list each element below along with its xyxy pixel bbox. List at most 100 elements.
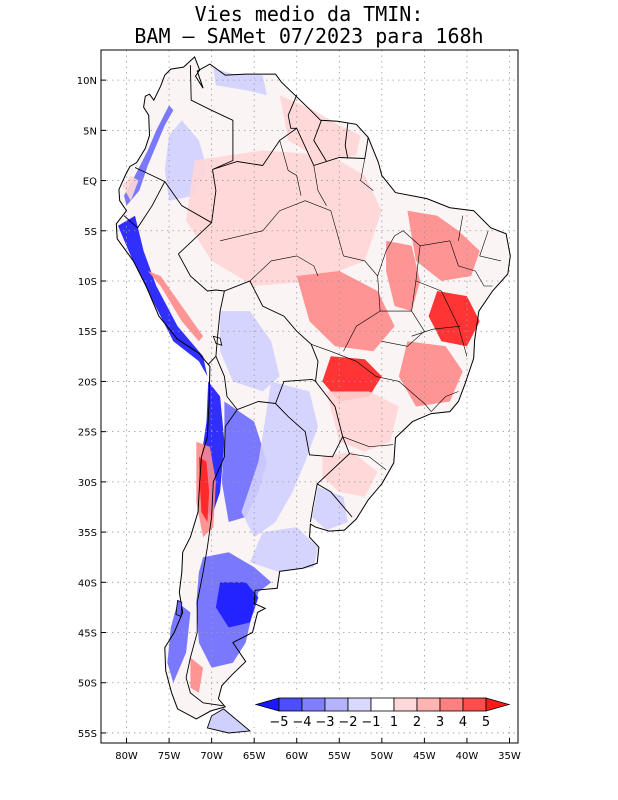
lat-tick-label: 10S: [78, 277, 97, 288]
bahia-warm: [428, 291, 480, 347]
state-border-13: [349, 453, 387, 471]
brazil-colombia-peru: [178, 169, 217, 255]
map-frame: [100, 49, 519, 744]
coastline-and-borders: [115, 56, 511, 734]
lat-tick-label: 55S: [78, 729, 97, 740]
state-border-20: [430, 391, 459, 412]
colorbar-swatch: [485, 697, 511, 712]
colorbar-label: −3: [315, 715, 334, 730]
chile-central-strong-warm: [198, 456, 210, 522]
colorbar-swatch: [347, 697, 372, 712]
latitude-axis: 10N 5N EQ 5S 10S 15S 20S 25S 30S 35S 40S 45S 50S 55S: [77, 76, 106, 740]
lat-tick-label: 35S: [78, 528, 97, 539]
state-border-17: [360, 158, 374, 191]
lat-tick-label: EQ: [83, 177, 97, 188]
colorbar-swatch: [462, 697, 487, 712]
argentina-uruguay: [309, 483, 318, 523]
state-border-4: [380, 310, 425, 347]
mato-grosso-sul-warm: [322, 356, 382, 402]
tocantins-warm: [386, 240, 421, 312]
guianas-mild-warm: [279, 95, 361, 161]
state-border-12: [342, 436, 393, 448]
state-border-11: [411, 325, 461, 337]
lat-tick-label: 40S: [78, 578, 97, 589]
lon-tick-label: 50W: [371, 751, 394, 762]
peru-bolivia-chile: [207, 290, 225, 365]
lon-tick-label: 80W: [115, 751, 138, 762]
colombia-venezuela: [189, 65, 234, 170]
lat-tick-label: 25S: [78, 428, 97, 439]
minas-gerais-warm: [398, 341, 463, 407]
bias-fields: [116, 57, 511, 719]
amazon-mild-warm: [186, 150, 382, 286]
southern-chile-cold: [167, 602, 191, 683]
pampas-mild-cold: [249, 527, 318, 573]
lat-tick-label: 15S: [78, 327, 97, 338]
chile-argentina: [185, 409, 238, 707]
state-border-1: [311, 344, 377, 377]
state-border-18: [377, 235, 395, 277]
lake-titicaca: [212, 335, 223, 346]
colorbar-label: −4: [292, 715, 311, 730]
paraguay-argentina-mild-cold: [241, 381, 318, 538]
lon-tick-label: 60W: [285, 751, 308, 762]
lon-tick-label: 75W: [158, 751, 181, 762]
patagonia-coast-cold: [215, 582, 259, 628]
colorbar: −5 −4 −3 −2 −1 1 2 3 4 5: [254, 693, 513, 730]
lon-tick-label: 35W: [498, 751, 521, 762]
tierra-del-fuego: [206, 708, 252, 734]
colorbar-label: 5: [482, 715, 490, 730]
rio-grande-do-sul-mild-warm: [322, 451, 378, 497]
colorbar-swatch: [416, 697, 441, 712]
bolivia-plateau-mild-cold: [220, 311, 280, 392]
state-border-14: [249, 255, 319, 282]
southern-chile-mild-warm: [190, 657, 204, 693]
colorbar-label: 1: [390, 715, 398, 730]
parana-sao-paulo-mild-warm: [326, 391, 399, 452]
state-border-2: [375, 376, 432, 412]
colorbar-swatch: [278, 697, 303, 712]
state-border-3: [343, 255, 381, 352]
colorbar-label: −5: [269, 715, 288, 730]
northeast-brazil-warm: [407, 210, 480, 281]
colorbar-label: 4: [459, 715, 467, 730]
lat-tick-label: 5N: [83, 126, 97, 137]
colorbar-label: 3: [436, 715, 444, 730]
colorbar-label: −1: [361, 715, 380, 730]
state-border-10: [415, 280, 468, 357]
state-border-7: [458, 215, 463, 241]
state-border-16: [313, 165, 327, 206]
paraguay-argentina: [275, 403, 344, 458]
lat-tick-label: 20S: [78, 377, 97, 388]
chiloe-island: [175, 599, 183, 618]
colorbar-swatch: [301, 697, 326, 712]
lat-tick-label: 10N: [77, 76, 97, 87]
guyana-suriname: [313, 120, 327, 162]
colorbar-label: 2: [413, 715, 421, 730]
lat-tick-label: 5S: [84, 227, 97, 238]
state-border-6: [420, 240, 476, 272]
colorbar-swatch: [370, 697, 395, 712]
colorbar-label: −2: [338, 715, 357, 730]
peru-andes-warm: [147, 271, 204, 342]
venezuela-guyana: [287, 95, 298, 129]
lat-tick-label: 50S: [78, 679, 97, 690]
map-title-line2: BAM – SAMet 07/2023 para 168h: [134, 24, 484, 48]
bolivia-chile-argentina: [215, 356, 316, 411]
state-border-15: [220, 200, 344, 256]
lat-tick-label: 45S: [78, 629, 97, 640]
colorbar-swatch: [439, 697, 464, 712]
lon-tick-label: 40W: [456, 751, 479, 762]
coastline: [115, 56, 511, 720]
peru-ecuador: [123, 181, 166, 229]
lat-tick-label: 30S: [78, 478, 97, 489]
map-title-line1: Vies medio da TMIN:: [194, 2, 424, 26]
lon-tick-label: 65W: [243, 751, 266, 762]
suriname-guiana: [344, 123, 349, 159]
lon-tick-label: 70W: [200, 751, 223, 762]
colorbar-swatch: [393, 697, 418, 712]
longitude-axis: 80W 75W 70W 65W 60W 55W 50W 45W 40W 35W: [115, 738, 521, 762]
brazil-border-west: [178, 253, 353, 518]
pacific-coast-cold: [118, 215, 208, 377]
